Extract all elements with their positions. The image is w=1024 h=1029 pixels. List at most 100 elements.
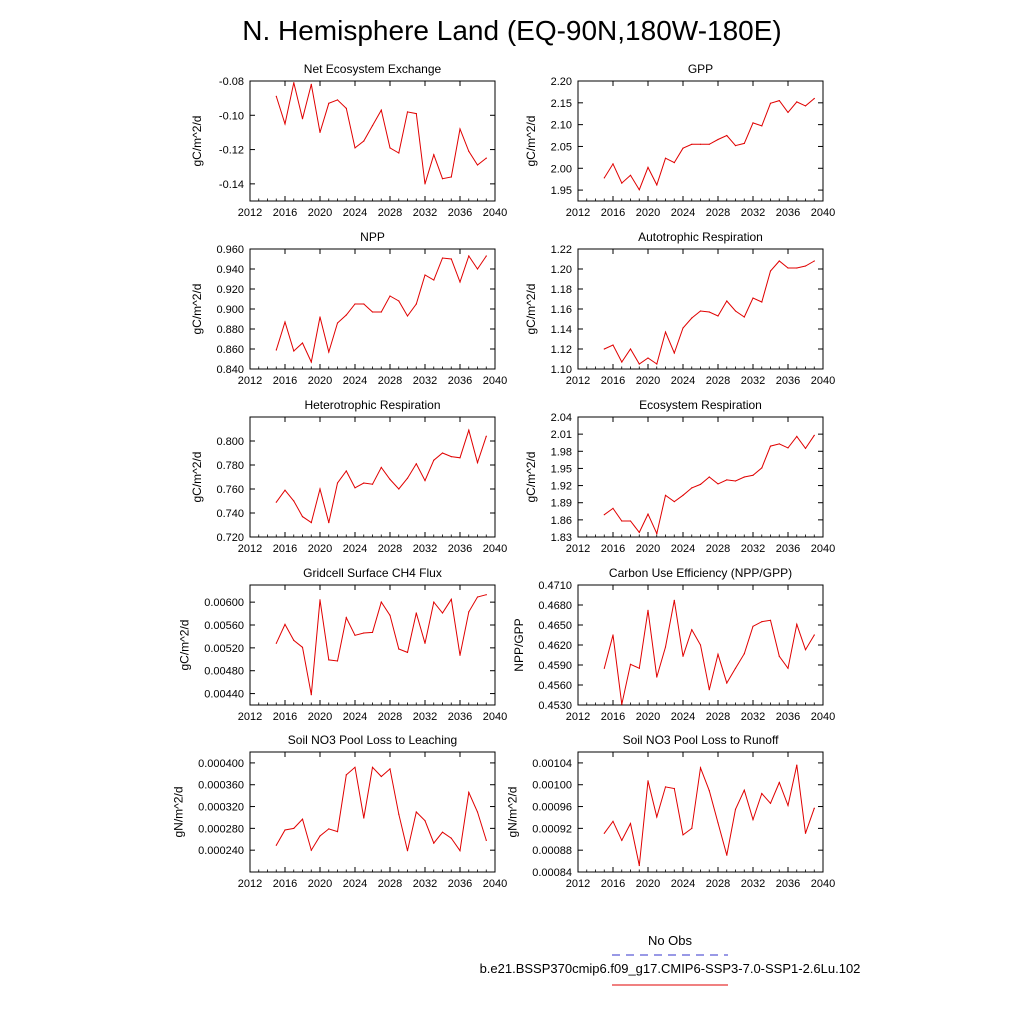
panel-title: Soil NO3 Pool Loss to Runoff [623, 733, 780, 747]
data-point [450, 456, 452, 458]
data-point [691, 629, 693, 631]
y-tick-label: 0.720 [216, 532, 244, 544]
x-tick-label: 2020 [636, 878, 660, 890]
data-point [778, 100, 780, 102]
data-point [433, 279, 435, 281]
data-point [424, 183, 426, 185]
y-tick-label: 0.880 [216, 324, 244, 336]
y-axis-label: gC/m^2/d [524, 452, 538, 503]
chart-panel: Carbon Use Efficiency (NPP/GPP) 2012 2016 2… [512, 566, 835, 723]
data-point [336, 660, 339, 662]
data-point [813, 434, 815, 436]
x-tick-label: 2028 [378, 878, 402, 890]
data-point [752, 297, 754, 299]
data-point [310, 522, 312, 524]
data-point [459, 281, 461, 283]
data-point [441, 831, 444, 833]
data-point [682, 327, 684, 329]
data-point [328, 351, 330, 353]
y-tick-label: 0.4560 [538, 680, 572, 692]
x-tick-label: 2028 [378, 711, 402, 723]
y-tick-label: 0.4620 [538, 640, 572, 652]
data-point [717, 822, 719, 824]
data-point [621, 703, 623, 705]
data-point [682, 494, 684, 496]
x-tick-label: 2036 [776, 711, 800, 723]
data-point [415, 303, 417, 305]
data-point [319, 599, 321, 601]
data-point [301, 118, 304, 120]
data-point [769, 270, 772, 272]
x-tick-label: 2036 [448, 711, 472, 723]
data-point [726, 854, 728, 856]
data-point [629, 174, 632, 176]
legend-case-label: b.e21.BSSP370cmip6.f09_g17.CMIP6-SSP3-7.… [480, 961, 861, 976]
data-point [699, 644, 702, 646]
data-point [284, 623, 286, 626]
x-tick-label: 2016 [273, 375, 297, 387]
data-point [293, 827, 295, 830]
y-tick-label: 1.92 [551, 481, 572, 493]
data-point [406, 850, 409, 852]
x-tick-label: 2012 [566, 711, 590, 723]
data-point [485, 839, 487, 842]
y-tick-label: 1.22 [551, 244, 572, 256]
data-point [389, 295, 391, 297]
data-point [743, 653, 745, 655]
y-tick-label: 0.00096 [532, 802, 572, 814]
data-point [476, 462, 479, 464]
data-point [389, 768, 391, 770]
y-tick-label: 0.780 [216, 460, 244, 472]
data-point [380, 775, 382, 778]
data-point [752, 625, 754, 627]
y-tick-label: -0.14 [219, 179, 244, 191]
data-point [796, 764, 798, 766]
y-tick-label: 0.00440 [204, 689, 244, 701]
x-tick-label: 2028 [706, 375, 730, 387]
x-tick-label: 2012 [238, 711, 262, 723]
y-tick-label: 0.00600 [204, 597, 244, 609]
data-point [450, 258, 452, 260]
y-tick-label: 2.00 [551, 163, 572, 175]
y-tick-label: 1.95 [551, 463, 572, 475]
data-point [485, 157, 487, 159]
data-point [778, 443, 780, 445]
x-tick-label: 2036 [448, 878, 472, 890]
data-point [345, 774, 347, 776]
x-tick-label: 2024 [343, 207, 367, 219]
data-point [621, 182, 623, 184]
data-point [603, 667, 605, 669]
chart-panel: Gridcell Surface CH4 Flux 2012 2016 2020 202… [178, 566, 508, 723]
data-point [726, 134, 728, 137]
data-point [769, 619, 772, 621]
panel-title: Heterotrophic Respiration [304, 398, 440, 412]
data-point [328, 522, 330, 524]
data-point [691, 827, 693, 830]
x-tick-label: 2040 [483, 711, 507, 723]
data-point [787, 667, 789, 669]
data-point [468, 255, 470, 257]
data-point [804, 447, 807, 449]
data-point [275, 844, 277, 846]
data-point [726, 479, 728, 481]
y-tick-label: -0.08 [219, 76, 244, 88]
y-tick-label: -0.10 [219, 110, 244, 122]
data-point [363, 817, 365, 819]
y-tick-label: 1.89 [551, 498, 572, 510]
data-point [468, 791, 470, 794]
data-point [717, 483, 719, 485]
data-point [717, 138, 719, 141]
data-point [441, 178, 444, 180]
data-point [603, 348, 605, 350]
chart-panel: Net Ecosystem Exchange 2012 2016 2020 2024 20… [190, 62, 507, 219]
x-tick-label: 2040 [811, 207, 835, 219]
data-point [656, 533, 658, 535]
data-point [293, 639, 295, 642]
data-point [647, 609, 649, 611]
data-point [468, 429, 470, 431]
y-tick-label: 1.98 [551, 446, 572, 458]
data-point [354, 303, 356, 305]
y-tick-label: 2.05 [551, 141, 572, 153]
panels-grid: Net Ecosystem Exchange 2012 2016 2020 2024 20… [171, 62, 835, 890]
